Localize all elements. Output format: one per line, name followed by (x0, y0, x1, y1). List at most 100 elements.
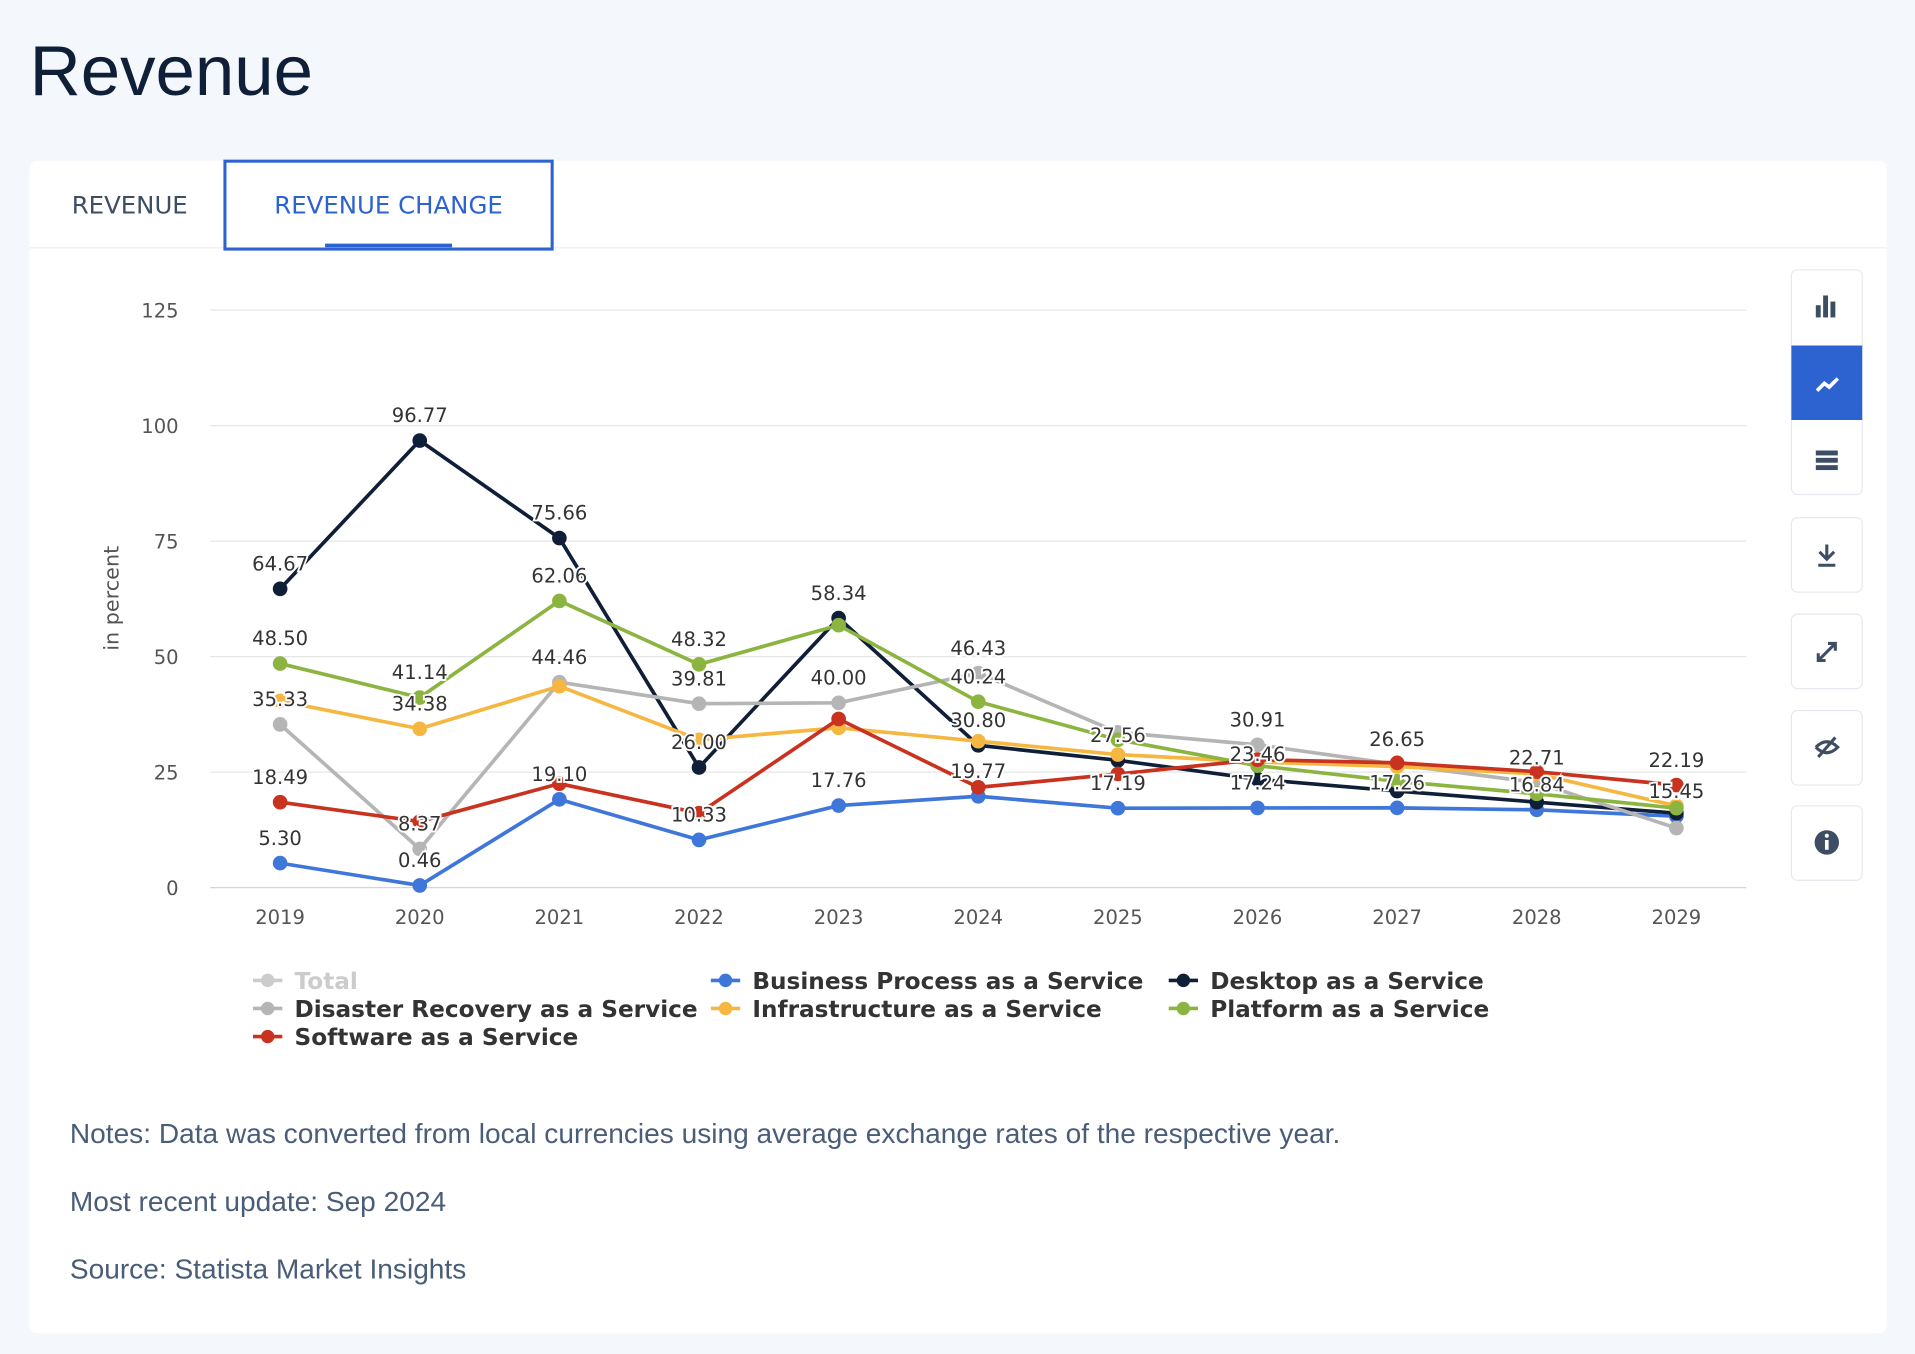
x-tick-label: 2026 (1233, 906, 1283, 929)
data-label: 8.37 (398, 813, 441, 836)
point (1250, 752, 1265, 767)
legend-marker (260, 973, 275, 988)
point (272, 855, 288, 871)
x-tick-label: 2027 (1372, 906, 1422, 929)
point (970, 780, 986, 795)
legend-label[interactable]: Total (295, 968, 358, 995)
legend-marker (260, 1001, 275, 1016)
point (1250, 737, 1265, 753)
data-label: 23.46 (1230, 743, 1286, 766)
data-label: 48.32 (671, 628, 727, 651)
data-label: 15.45 (1648, 780, 1704, 803)
point (1389, 800, 1405, 816)
point (1250, 800, 1265, 816)
x-tick-label: 2022 (674, 906, 724, 929)
legend-marker (718, 973, 733, 988)
point (552, 792, 567, 807)
point (691, 760, 707, 775)
legend-label[interactable]: Platform as a Service (1210, 996, 1489, 1023)
x-tick-label: 2028 (1512, 906, 1562, 929)
x-tick-label: 2024 (953, 906, 1003, 929)
info-icon-dot (1824, 833, 1829, 838)
point (691, 732, 707, 748)
point (552, 678, 567, 694)
point (970, 694, 986, 710)
data-label: 64.67 (252, 553, 308, 576)
data-label: 62.06 (531, 565, 587, 588)
point (272, 581, 288, 597)
point (691, 657, 707, 672)
point (970, 665, 986, 681)
line-icon[interactable] (1815, 377, 1840, 392)
legend-label[interactable]: Infrastructure as a Service (752, 996, 1101, 1023)
bar-icon[interactable] (1815, 295, 1836, 318)
legend-marker (718, 1001, 733, 1016)
y-tick-label: 0 (166, 877, 178, 900)
y-tick-label: 25 (154, 761, 179, 784)
data-label: 0.46 (398, 849, 441, 872)
data-label: 58.34 (811, 582, 867, 605)
point (272, 717, 288, 732)
note: Most recent update: Sep 2024 (70, 1186, 446, 1217)
point (1389, 755, 1405, 771)
x-tick-label: 2020 (395, 906, 445, 929)
point (691, 696, 707, 712)
legend-label[interactable]: Software as a Service (295, 1024, 579, 1051)
legend-label[interactable]: Disaster Recovery as a Service (295, 996, 698, 1023)
y-axis-label: in percent (100, 546, 124, 651)
x-tick-label: 2019 (255, 906, 305, 929)
data-label: 41.14 (392, 661, 448, 684)
point (691, 805, 707, 821)
table-icon[interactable] (1815, 450, 1838, 471)
point (1110, 766, 1126, 782)
point (691, 832, 707, 848)
x-tick-label: 2029 (1652, 906, 1702, 929)
data-label: 46.43 (950, 637, 1006, 660)
x-tick-label: 2025 (1093, 906, 1143, 929)
data-label: 34.38 (392, 692, 448, 715)
data-label: 16.84 (1509, 773, 1565, 796)
point (1669, 777, 1684, 793)
tab-active-frame[interactable] (223, 159, 554, 251)
point (412, 814, 428, 829)
data-label: 26.65 (1369, 728, 1425, 751)
data-label: 26.00 (671, 731, 727, 754)
point (1110, 732, 1126, 748)
data-label: 39.81 (671, 667, 727, 690)
legend-label[interactable]: Business Process as a Service (752, 968, 1143, 995)
point (1669, 800, 1684, 816)
point (831, 798, 846, 813)
point (412, 878, 428, 893)
data-label: 17.26 (1369, 772, 1425, 795)
point (412, 841, 428, 857)
point (552, 530, 567, 546)
legend-marker (1176, 973, 1191, 988)
point (831, 695, 846, 711)
data-label: 17.76 (811, 769, 867, 792)
data-label: 30.80 (950, 709, 1006, 732)
data-label: 19.10 (531, 763, 587, 786)
legend-marker (260, 1029, 275, 1044)
point (1529, 786, 1545, 802)
x-tick-label: 2023 (814, 906, 864, 929)
point (1250, 771, 1265, 787)
legend-label[interactable]: Desktop as a Service (1210, 968, 1484, 995)
data-label: 48.50 (252, 627, 308, 650)
y-tick-label: 50 (154, 646, 179, 669)
point (1389, 774, 1405, 789)
data-label: 10.33 (671, 804, 727, 827)
point (272, 693, 288, 709)
data-label: 27.56 (1090, 724, 1146, 747)
point (1110, 747, 1126, 762)
data-label: 5.30 (258, 827, 301, 850)
y-tick-label: 125 (141, 299, 178, 322)
line-view-button[interactable] (1791, 345, 1863, 420)
data-label: 17.24 (1230, 772, 1286, 795)
data-label: 96.77 (392, 404, 448, 427)
data-label: 75.66 (531, 502, 587, 525)
point (831, 617, 846, 633)
hide-icon (1814, 736, 1840, 758)
point (412, 721, 428, 737)
tab[interactable]: REVENUE CHANGE (274, 191, 502, 220)
tab[interactable]: REVENUE (72, 191, 188, 220)
